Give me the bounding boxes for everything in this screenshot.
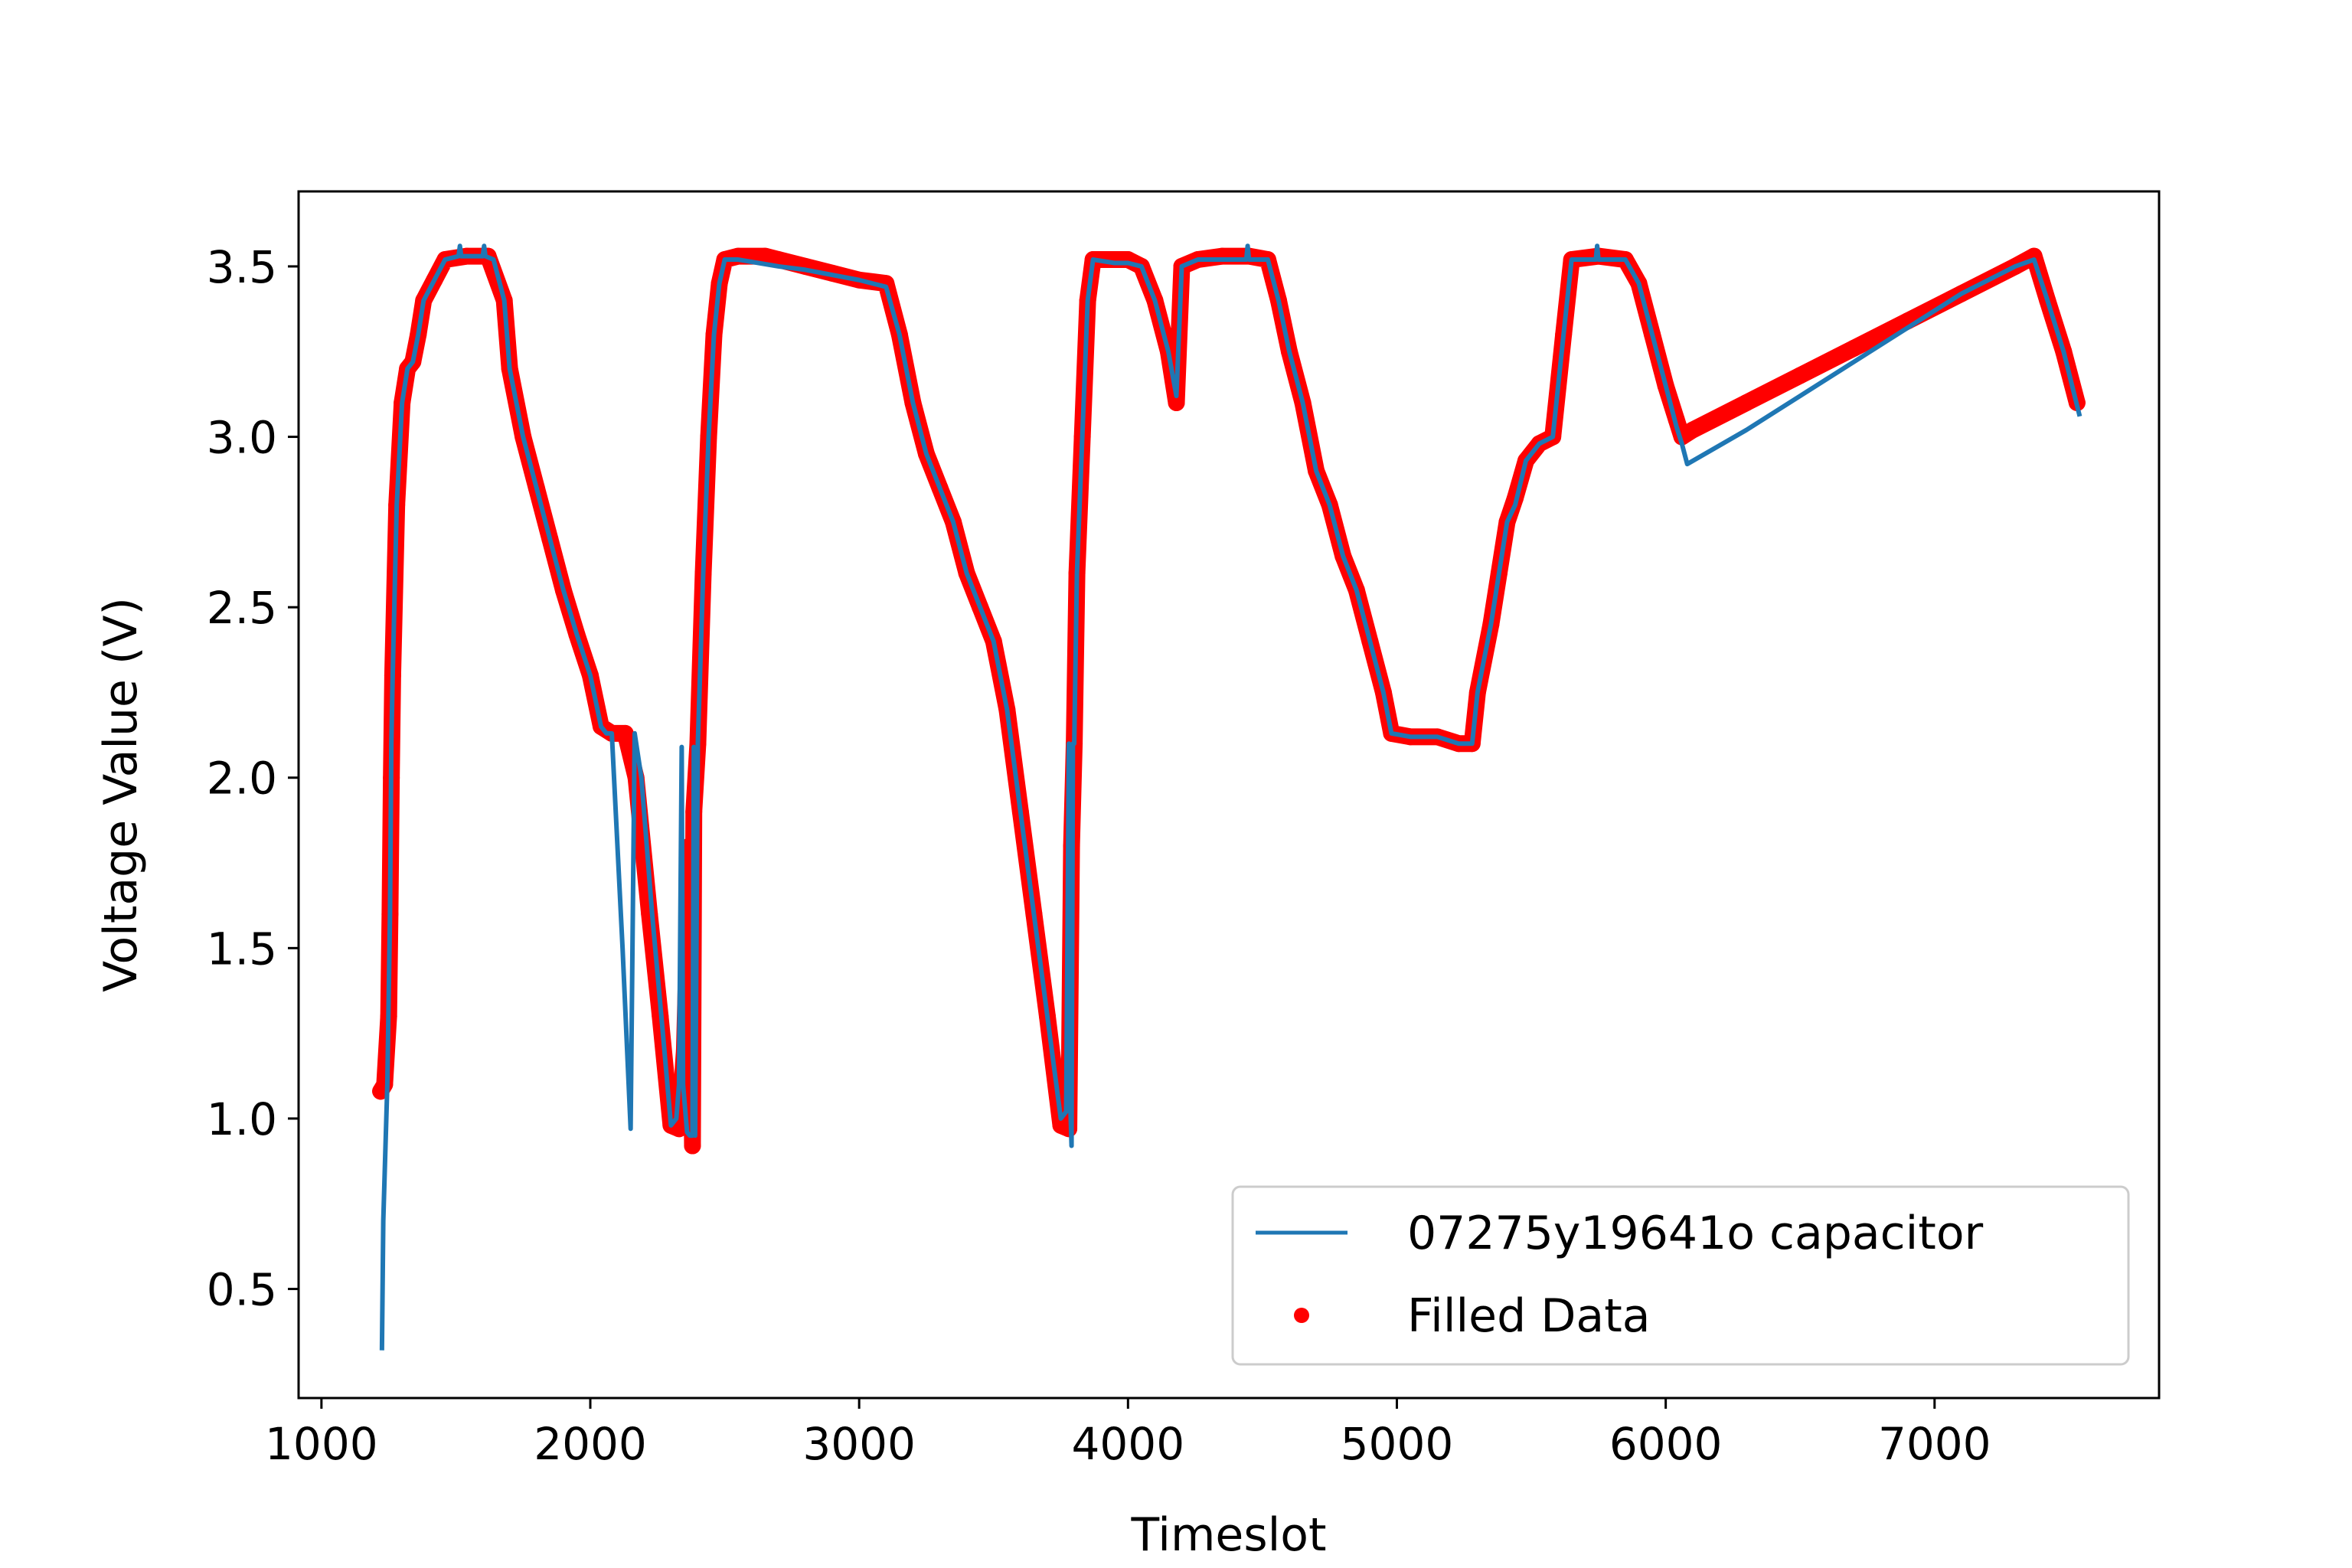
scatter-point: [1737, 394, 1755, 412]
x-tick-label: 2000: [534, 1418, 647, 1470]
scatter-point: [1845, 339, 1863, 357]
y-tick-label: 3.5: [207, 241, 277, 293]
scatter-point: [756, 247, 774, 265]
scatter-point: [376, 1076, 394, 1093]
scatter-point: [1214, 247, 1231, 265]
y-tick-label: 0.5: [207, 1264, 277, 1316]
scatter-point: [1684, 421, 1701, 439]
y-tick-label: 2.0: [207, 753, 277, 805]
scatter-series: [372, 247, 2086, 1155]
scatter-point: [1168, 394, 1185, 412]
plot-frame: [297, 190, 2161, 1400]
legend-dot-label: Filled Data: [1407, 1289, 1651, 1343]
legend-line-label: 07275y19641o capacitor: [1407, 1207, 1984, 1260]
x-tick-label: 3000: [802, 1418, 916, 1470]
x-tick-label: 4000: [1072, 1418, 1185, 1470]
y-tick-label: 1.5: [207, 923, 277, 975]
series-line: [379, 243, 2082, 1351]
legend-dot-swatch: [1294, 1308, 1309, 1323]
x-axis-label: Timeslot: [1131, 1508, 1327, 1562]
x-tick-label: 6000: [1609, 1418, 1723, 1470]
axis-ticks: 1000 2000 3000 4000 5000 6000 7000 0.5 1.0 1.5 2.0…: [207, 241, 1991, 1470]
y-tick-label: 3.0: [207, 412, 277, 464]
y-tick-label: 1.0: [207, 1093, 277, 1145]
scatter-point: [670, 1120, 688, 1138]
scatter-point: [1792, 367, 1809, 384]
scatter-point: [616, 724, 634, 742]
y-tick-label: 2.5: [207, 582, 277, 634]
x-tick-label: 1000: [265, 1418, 378, 1470]
x-tick-label: 5000: [1341, 1418, 1454, 1470]
scatter-point: [684, 1137, 701, 1155]
legend: 07275y19641o capacitor Filled Data: [1231, 1185, 2130, 1366]
scatter-band: [372, 247, 2086, 1155]
x-tick-label: 7000: [1878, 1418, 1991, 1470]
legend-box: [1231, 1185, 2130, 1366]
line-series: [379, 243, 2082, 1351]
y-axis-label: Voltage Value (V): [94, 597, 148, 992]
